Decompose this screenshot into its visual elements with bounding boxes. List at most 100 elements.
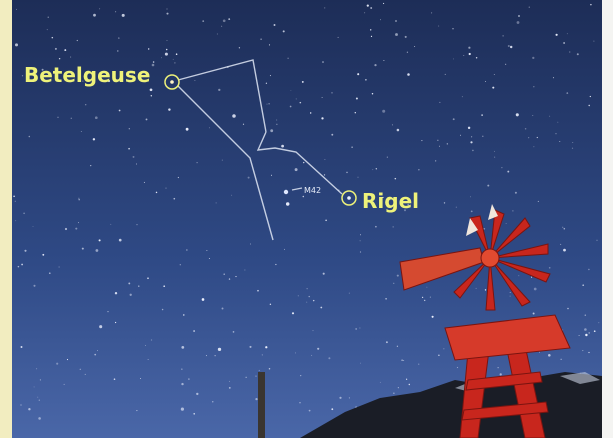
star (145, 345, 146, 346)
star (269, 44, 270, 45)
star (93, 138, 95, 140)
rigel-label: Rigel (362, 189, 419, 213)
star (166, 188, 167, 189)
star (180, 264, 181, 265)
star (303, 196, 305, 198)
star (323, 273, 325, 275)
star (492, 87, 494, 89)
photo: Betelgeuse Rigel M42 (0, 0, 613, 438)
star (58, 117, 59, 118)
star (594, 330, 596, 332)
star (128, 148, 130, 150)
star (39, 400, 40, 401)
star (18, 266, 20, 268)
star (147, 277, 149, 279)
star (472, 150, 474, 152)
star (212, 401, 213, 402)
star (397, 346, 398, 347)
star (292, 312, 294, 314)
star (133, 156, 135, 158)
star (516, 113, 519, 116)
star (457, 367, 458, 368)
star (494, 74, 495, 75)
star (346, 172, 348, 174)
star (537, 137, 538, 138)
star (59, 58, 60, 59)
star (432, 316, 434, 318)
star (28, 408, 30, 410)
page: Betelgeuse Rigel M42 (() => { const data… (0, 0, 613, 438)
star (437, 140, 438, 141)
star (487, 185, 489, 187)
star (401, 360, 402, 361)
star (16, 9, 17, 10)
star (295, 168, 298, 171)
star (232, 114, 236, 118)
star (506, 223, 507, 224)
star (325, 220, 327, 222)
star (136, 163, 137, 164)
star (148, 48, 149, 49)
star (567, 308, 569, 310)
star (256, 376, 257, 377)
star (70, 57, 71, 58)
star (588, 105, 589, 106)
star (163, 285, 165, 287)
star (533, 313, 535, 315)
star (284, 249, 285, 250)
star (494, 157, 495, 158)
star (469, 53, 471, 55)
star (528, 137, 529, 138)
star (223, 273, 224, 274)
star (130, 294, 132, 296)
star (119, 239, 122, 242)
rigel-star (347, 196, 351, 200)
star (331, 134, 333, 136)
star (393, 393, 394, 394)
star (324, 159, 325, 160)
star (365, 79, 367, 81)
star (162, 309, 164, 311)
star (161, 57, 162, 58)
star (249, 346, 251, 348)
star (138, 286, 139, 287)
star (255, 398, 257, 400)
star (21, 264, 23, 266)
star (21, 346, 23, 348)
m42-label: M42 (304, 186, 321, 195)
star (115, 292, 117, 294)
star (445, 74, 446, 75)
star (311, 355, 312, 356)
star (382, 110, 385, 113)
star (435, 160, 436, 161)
star (146, 118, 148, 120)
star (243, 124, 244, 125)
star (532, 115, 533, 116)
star (549, 116, 550, 117)
star (564, 228, 566, 230)
star (181, 408, 184, 411)
star (276, 124, 277, 125)
star (231, 195, 232, 196)
star (572, 148, 573, 149)
star (65, 228, 67, 230)
star (590, 4, 592, 6)
star (376, 168, 377, 169)
star (331, 92, 332, 93)
star (206, 250, 207, 251)
star (549, 267, 551, 269)
star (173, 59, 174, 60)
star (321, 117, 323, 119)
star (407, 73, 410, 76)
star (470, 141, 472, 143)
star (99, 8, 100, 9)
star (93, 14, 96, 17)
star (38, 417, 41, 420)
star (498, 367, 499, 368)
star (78, 198, 79, 199)
star (395, 178, 397, 180)
star (525, 128, 527, 130)
star (75, 228, 77, 230)
star (206, 355, 207, 356)
star (555, 34, 557, 36)
